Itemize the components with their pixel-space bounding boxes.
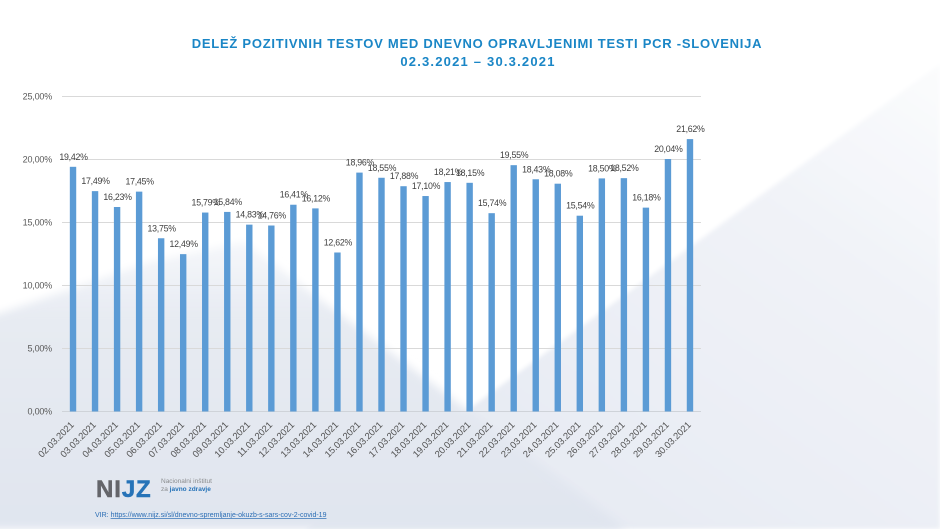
svg-text:20,00%: 20,00% [23,155,53,165]
svg-text:14,83%: 14,83% [236,210,265,220]
svg-text:21,62%: 21,62% [676,124,705,134]
svg-text:DELEŽ POZITIVNIH TESTOV MED D: DELEŽ POZITIVNIH TESTOV MED DNEVNO OPRAV… [192,36,763,51]
svg-text:18,08%: 18,08% [544,169,573,179]
svg-text:16,18%: 16,18% [632,193,661,203]
svg-text:16,41%: 16,41% [280,190,309,200]
svg-text:16,23%: 16,23% [103,192,132,202]
svg-text:18,50%: 18,50% [588,163,617,173]
svg-text:17,10%: 17,10% [412,181,441,191]
svg-text:15,74%: 15,74% [478,198,507,208]
svg-text:02.3.2021 – 30.3.2021: 02.3.2021 – 30.3.2021 [400,54,555,69]
svg-text:20,04%: 20,04% [654,144,683,154]
svg-text:15,79%: 15,79% [192,198,221,208]
svg-text:Nacionalni inštitut: Nacionalni inštitut [161,478,212,485]
svg-text:18,15%: 18,15% [456,168,485,178]
svg-text:VIR: https://www.nijz.si/sl/dn: VIR: https://www.nijz.si/sl/dnevno-sprem… [95,512,327,519]
svg-text:10,00%: 10,00% [23,281,53,291]
svg-text:17,45%: 17,45% [125,177,154,187]
svg-text:18,21%: 18,21% [434,167,463,177]
svg-text:18,96%: 18,96% [346,158,375,168]
svg-text:19,55%: 19,55% [500,150,529,160]
svg-text:12,62%: 12,62% [324,237,353,247]
svg-text:15,54%: 15,54% [566,201,595,211]
svg-text:NIJZ: NIJZ [96,476,152,503]
svg-text:za javno zdravje: za javno zdravje [161,486,211,493]
svg-text:12,49%: 12,49% [170,239,199,249]
svg-text:5,00%: 5,00% [27,344,52,354]
svg-text:18,43%: 18,43% [522,164,551,174]
svg-text:13,75%: 13,75% [147,223,176,233]
svg-text:25,00%: 25,00% [23,92,53,102]
svg-text:18,52%: 18,52% [610,163,639,173]
svg-text:0,00%: 0,00% [27,407,52,417]
svg-text:18,55%: 18,55% [368,163,397,173]
svg-text:14,76%: 14,76% [258,211,287,221]
svg-text:15,84%: 15,84% [214,197,243,207]
svg-text:17,88%: 17,88% [390,171,419,181]
svg-text:16,12%: 16,12% [302,193,331,203]
svg-text:17,49%: 17,49% [81,176,110,186]
svg-text:19,42%: 19,42% [59,152,88,162]
svg-text:15,00%: 15,00% [23,218,53,228]
